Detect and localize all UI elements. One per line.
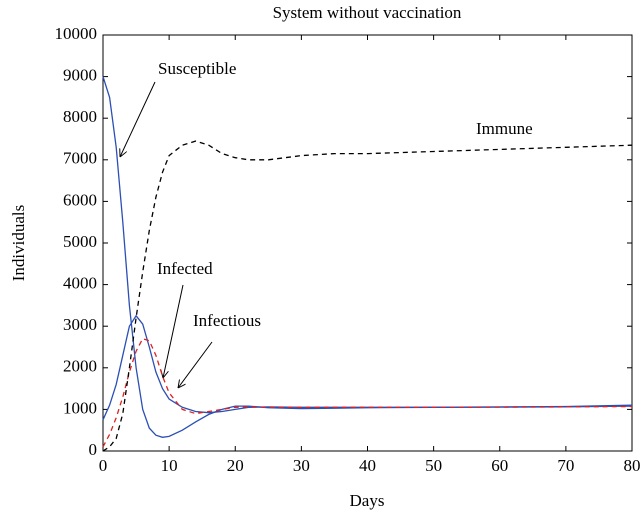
series-line (102, 76, 633, 438)
y-tick-label: 5000 (63, 232, 97, 251)
annotation-arrow (178, 341, 213, 388)
y-tick-label: 10000 (55, 24, 98, 43)
annotation-arrow (163, 284, 184, 378)
y-tick-label: 4000 (63, 274, 97, 293)
y-tick-label: 1000 (63, 398, 97, 417)
y-axis-label: Individuals (9, 205, 28, 282)
x-tick-label: 80 (624, 456, 641, 475)
x-tick-label: 50 (425, 456, 442, 475)
y-tick-label: 0 (89, 440, 98, 459)
annotation: Immune (476, 119, 533, 138)
series-line (102, 140, 633, 452)
y-tick-label: 3000 (63, 315, 97, 334)
y-tick-label: 2000 (63, 357, 97, 376)
y-tick-label: 6000 (63, 190, 97, 209)
y-tick-label: 7000 (63, 149, 97, 168)
x-tick-label: 30 (293, 456, 310, 475)
series-line (102, 314, 633, 421)
annotation: Infected (157, 259, 213, 278)
annotation: Susceptible (158, 59, 236, 78)
x-tick-label: 10 (161, 456, 178, 475)
chart-title: System without vaccination (273, 3, 462, 22)
x-tick-label: 40 (359, 456, 376, 475)
annotation: Infectious (193, 311, 261, 330)
annotation-arrow (120, 81, 156, 157)
x-tick-label: 20 (227, 456, 244, 475)
y-tick-label: 9000 (63, 66, 97, 85)
x-tick-label: 70 (557, 456, 574, 475)
x-axis-label: Days (350, 491, 385, 510)
x-tick-label: 0 (99, 456, 108, 475)
plot-frame (102, 34, 633, 452)
x-tick-label: 60 (491, 456, 508, 475)
y-tick-label: 8000 (63, 107, 97, 126)
